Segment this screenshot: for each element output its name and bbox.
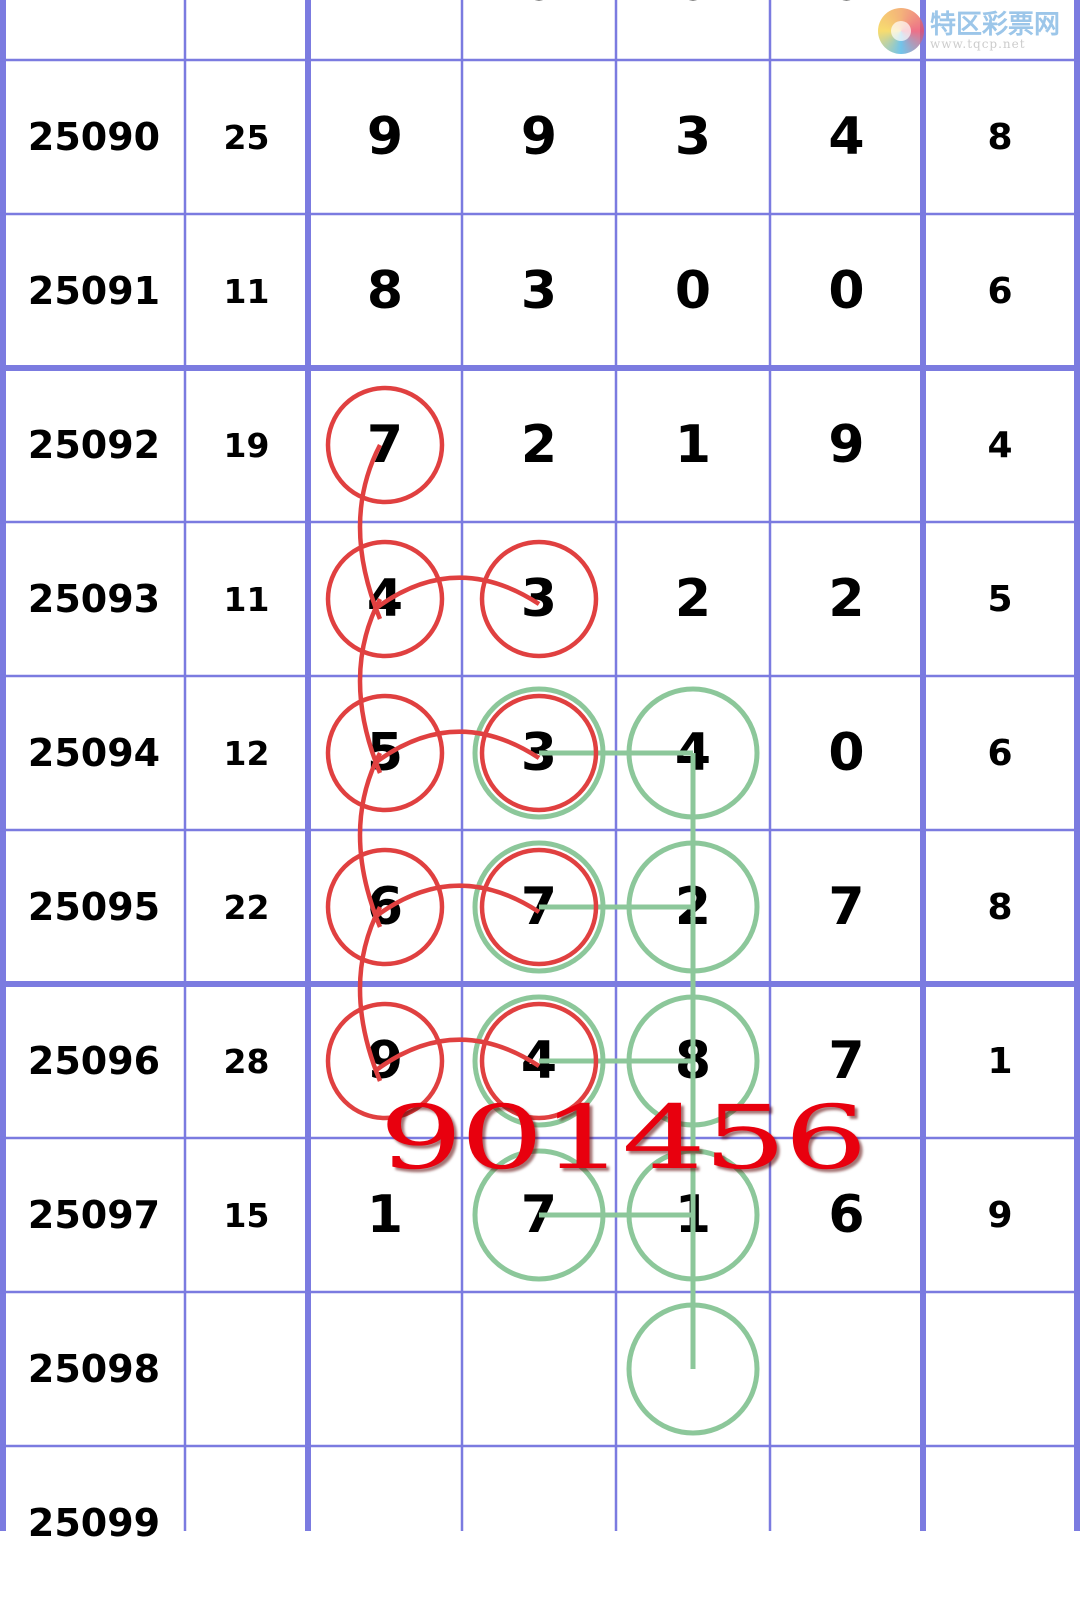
last-cell: 6 [987,270,1013,312]
last-cell: 4 [987,424,1013,466]
site-logo: 特区彩票网 www.tqcp.net [878,8,1060,54]
digit-cell: 0 [616,0,770,60]
digit-cell: 4 [828,107,865,167]
digit-cell: 6 [828,1185,865,1245]
digit-cell: 9 [828,415,865,475]
red-circle [479,1001,599,1121]
red-connector [373,1037,541,1073]
last-cell: 8 [987,116,1013,158]
last-cell: 5 [987,578,1013,620]
red-circle [325,539,445,659]
red-connector [357,597,383,774]
red-circle [325,1001,445,1121]
digit-cell: 7 [828,1031,865,1091]
issue-cell: 25094 [27,731,161,775]
issue-cell: 25097 [27,1193,161,1237]
sum-cell: 11 [223,271,270,311]
red-connector [357,443,383,620]
digit-cell: 8 [366,261,404,321]
issue-cell: 25092 [27,423,161,467]
issue-cell: 25090 [27,115,161,159]
sum-cell: 11 [223,579,270,619]
red-circle [325,693,445,813]
digit-cell: 3 [520,261,558,321]
last-cell: 1 [987,1040,1013,1082]
sum-cell: 15 [223,1195,270,1235]
issue-cell: 25096 [27,1039,161,1083]
prediction-stamp: 901456 [379,1086,868,1189]
sum-cell: 22 [223,887,270,927]
issue-cell: 25091 [27,269,161,313]
logo-swirl-icon [878,8,924,54]
logo-name: 特区彩票网 [930,10,1061,40]
red-connector [357,751,383,928]
red-connector [373,575,541,611]
red-connector [357,905,383,1082]
digit-cell: 9 [366,107,404,167]
digit-cell: 0 [770,0,923,60]
sum-cell: 25 [223,117,270,157]
issue-cell: 25098 [27,1347,161,1391]
last-cell: 9 [987,1194,1013,1236]
red-circle [325,385,445,505]
digit-cell: 3 [674,107,712,167]
sum-cell: 12 [223,733,270,773]
issue-cell: 25093 [27,577,161,621]
digit-cell: 2 [520,415,558,475]
logo-url: www.tqcp.net [930,37,1026,51]
digit-cell: 1 [366,1185,404,1245]
last-cell: 8 [987,886,1013,928]
digit-cell: 9 [520,107,558,167]
red-connector [373,729,541,765]
red-connector [373,883,541,919]
digit-cell: 2 [308,0,462,60]
issue-cell: 25095 [27,885,161,929]
digit-cell: 2 [674,569,712,629]
digit-cell: 0 [828,261,865,321]
red-circle [479,539,599,659]
last-cell: 6 [987,732,1013,774]
red-circle [325,847,445,967]
sum-cell: 19 [223,425,270,465]
digit-cell: 2 [828,569,865,629]
pattern-overlay [0,0,1080,1531]
red-circle [479,847,599,967]
digit-cell: 0 [828,723,865,783]
red-circle [479,693,599,813]
digit-cell: 7 [828,877,865,937]
digit-cell: 1 [674,415,712,475]
sum-cell: 28 [223,1041,270,1081]
digit-cell: 0 [462,0,616,60]
digit-cell: 0 [674,261,712,321]
